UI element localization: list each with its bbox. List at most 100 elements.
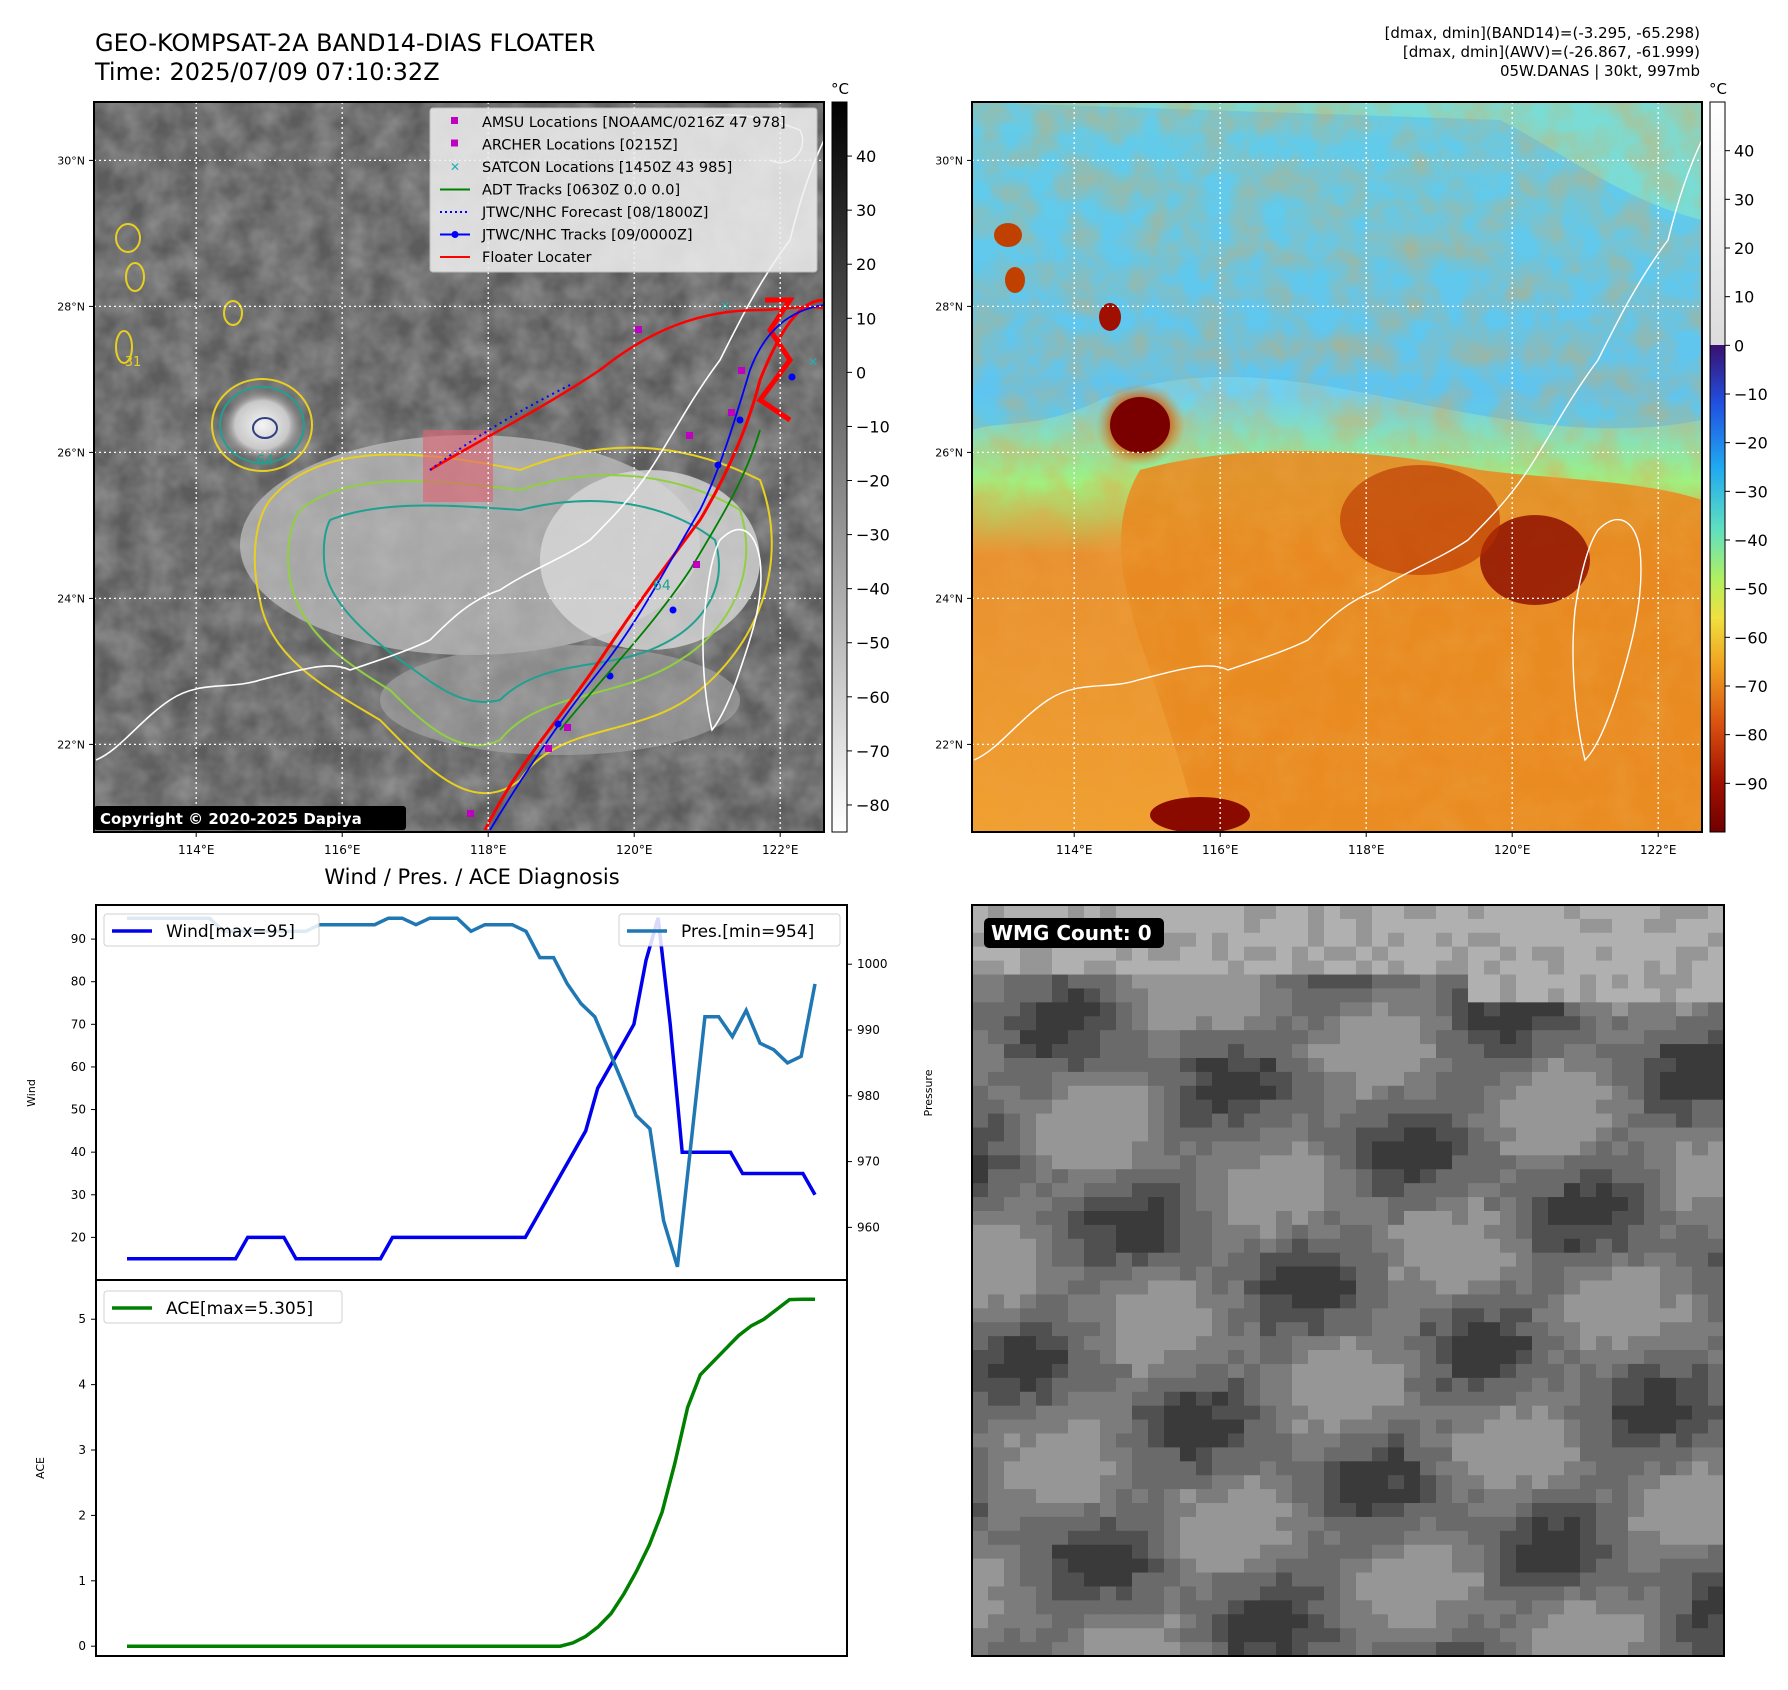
wmg-pixel: [1244, 1363, 1261, 1379]
wmg-pixel: [1324, 1002, 1341, 1017]
wmg-pixel: [1500, 1127, 1517, 1143]
wmg-pixel: [1100, 1642, 1117, 1657]
wmg-pixel: [1388, 1252, 1405, 1268]
wmg-pixel: [1340, 1377, 1357, 1393]
wmg-pixel: [1308, 1544, 1325, 1560]
wmg-pixel: [1564, 1224, 1581, 1240]
wmg-pixel: [1292, 1405, 1309, 1421]
wmg-pixel: [1580, 1586, 1597, 1601]
wmg-pixel: [1596, 1197, 1613, 1212]
ace-chart-frame: [95, 1279, 848, 1657]
wmg-pixel: [1452, 1405, 1469, 1421]
wmg-pixel: [1308, 1572, 1325, 1588]
wmg-pixel: [1100, 960, 1117, 976]
wmg-pixel: [1420, 960, 1437, 976]
wmg-pixel: [1660, 1002, 1677, 1017]
wmg-pixel: [1244, 1127, 1261, 1143]
wmg-pixel: [1308, 1238, 1325, 1254]
wmg-pixel: [1676, 1642, 1693, 1657]
wmg-pixel: [1308, 1447, 1325, 1462]
wmg-pixel: [1644, 1600, 1661, 1615]
wmg-pixel: [1340, 946, 1357, 962]
wmg-pixel: [1548, 905, 1565, 920]
wmg-pixel: [1276, 1489, 1293, 1504]
wmg-pixel: [1628, 988, 1645, 1003]
wmg-pixel: [1292, 1210, 1309, 1226]
wmg-frame: [971, 904, 1725, 1657]
wmg-pixel: [1388, 1210, 1405, 1226]
wmg-pixel: [1676, 1544, 1693, 1560]
wmg-pixel: [1388, 1586, 1405, 1601]
wmg-pixel: [1132, 1558, 1149, 1574]
wmg-pixel: [1644, 960, 1661, 976]
wmg-pixel: [1100, 1183, 1117, 1198]
wmg-pixel: [1324, 1085, 1341, 1101]
wmg-pixel: [1244, 1447, 1261, 1462]
wmg-pixel: [1516, 1002, 1533, 1017]
wmg-pixel: [1052, 1127, 1069, 1143]
wmg-pixel: [1356, 1252, 1373, 1268]
wmg-pixel: [1468, 1044, 1485, 1059]
wmg-pixel: [1420, 1197, 1437, 1212]
wmg-pixel: [1132, 1155, 1149, 1170]
wmg-pixel: [1516, 1252, 1533, 1268]
wmg-pixel: [1372, 1238, 1389, 1254]
wmg-pixel: [1276, 1085, 1293, 1101]
wmg-pixel: [1116, 1016, 1133, 1031]
wmg-pixel: [1052, 1030, 1069, 1045]
wmg-pixel: [1452, 1600, 1469, 1615]
wmg-pixel: [972, 1516, 989, 1532]
wmg-pixel: [1340, 1405, 1357, 1421]
wmg-pixel: [1020, 1350, 1037, 1365]
wmg-pixel: [1340, 1113, 1357, 1129]
wmg-pixel: [1148, 1030, 1165, 1045]
wmg-pixel: [1260, 1600, 1277, 1615]
wmg-pixel: [1164, 1405, 1181, 1421]
wmg-pixel: [1404, 1628, 1421, 1643]
wmg-pixel: [1452, 1391, 1469, 1407]
wmg-pixel: [1564, 1252, 1581, 1268]
wmg-pixel: [1500, 1350, 1517, 1365]
wmg-pixel: [1212, 918, 1229, 934]
wmg-pixel: [1644, 905, 1661, 920]
wmg-pixel: [1532, 1489, 1549, 1504]
wmg-pixel: [972, 1600, 989, 1615]
wmg-pixel: [1612, 905, 1629, 920]
wmg-pixel: [1564, 1614, 1581, 1629]
wmg-pixel: [1308, 1127, 1325, 1143]
wmg-pixel: [1500, 1544, 1517, 1560]
wmg-pixel: [1628, 918, 1645, 934]
wmg-pixel: [1452, 1294, 1469, 1309]
wmg-pixel: [1644, 1252, 1661, 1268]
wmg-pixel: [1212, 1155, 1229, 1170]
wmg-pixel: [1020, 1141, 1037, 1156]
svg-text:✕: ✕: [450, 160, 460, 174]
wmg-pixel: [1388, 1391, 1405, 1407]
wmg-pixel: [1580, 1433, 1597, 1448]
lon-tick-label: 118°E: [1348, 843, 1385, 857]
wmg-pixel: [1516, 1057, 1533, 1073]
wmg-pixel: [1244, 1322, 1261, 1337]
enhanced-ir-map-panel: [972, 102, 1702, 832]
wmg-pixel: [1324, 946, 1341, 962]
lon-tick-label: 116°E: [1202, 843, 1239, 857]
wmg-pixel: [1004, 1600, 1021, 1615]
wmg-pixel: [1276, 1155, 1293, 1170]
wmg-pixel: [1260, 932, 1277, 948]
wmg-pixel: [1084, 1405, 1101, 1421]
wmg-pixel: [1628, 932, 1645, 948]
wmg-pixel: [1644, 932, 1661, 948]
wmg-pixel: [1292, 1377, 1309, 1393]
wmg-pixel: [1052, 1002, 1069, 1017]
wmg-pixel: [1036, 1155, 1053, 1170]
wmg-pixel: [1676, 1071, 1693, 1087]
wmg-pixel: [1084, 1127, 1101, 1143]
colorbar-tick-label: 30: [856, 201, 876, 220]
copyright-text: Copyright © 2020-2025 Dapiya: [100, 810, 362, 828]
taiwan-outline-left: [702, 528, 762, 732]
wmg-pixel: [1484, 1516, 1501, 1532]
wmg-pixel: [972, 1294, 989, 1309]
wmg-pixel: [1676, 1155, 1693, 1170]
wmg-pixel: [1052, 974, 1069, 990]
